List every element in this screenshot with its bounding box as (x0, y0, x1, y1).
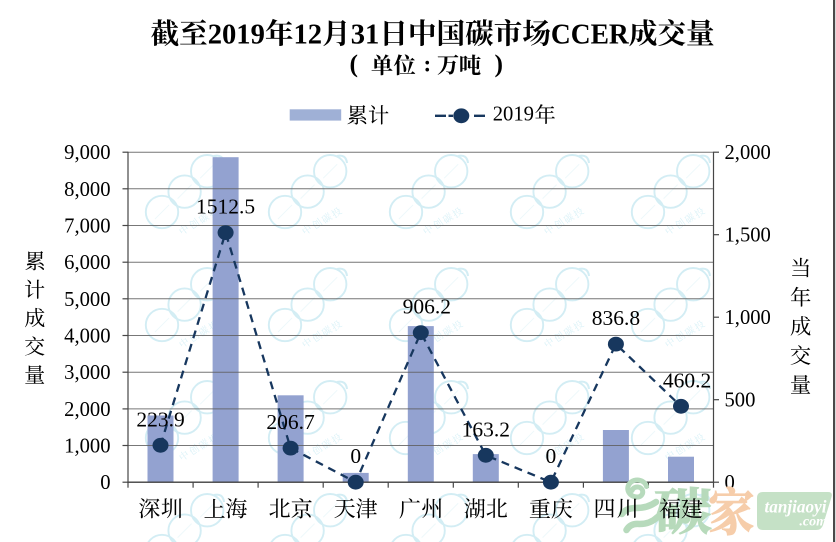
svg-text:(: ( (350, 49, 359, 78)
svg-text:4,000: 4,000 (64, 326, 110, 348)
svg-text:1,000: 1,000 (64, 436, 110, 458)
svg-text:2,000: 2,000 (725, 142, 771, 164)
svg-text:836.8: 836.8 (592, 306, 640, 330)
svg-text:0: 0 (350, 444, 361, 468)
svg-text:8,000: 8,000 (64, 179, 110, 201)
svg-text:.com: .com (799, 515, 827, 530)
svg-text:2,000: 2,000 (64, 399, 110, 421)
svg-text:9,000: 9,000 (64, 142, 110, 164)
svg-text:163.2: 163.2 (462, 417, 510, 441)
svg-text:7,000: 7,000 (64, 216, 110, 238)
svg-text:0: 0 (100, 472, 110, 494)
svg-text:1512.5: 1512.5 (196, 195, 255, 219)
svg-text:206.7: 206.7 (266, 410, 315, 434)
svg-text:2019: 2019 (493, 101, 534, 125)
svg-text:1,000: 1,000 (725, 307, 771, 329)
svg-text:906.2: 906.2 (403, 295, 451, 319)
svg-text:460.2: 460.2 (663, 368, 711, 392)
svg-text:500: 500 (725, 390, 756, 412)
svg-text:2019: 2019 (208, 20, 265, 51)
svg-text:5,000: 5,000 (64, 289, 110, 311)
svg-text:1,500: 1,500 (725, 225, 771, 247)
svg-text:): ) (495, 49, 504, 78)
svg-text:6,000: 6,000 (64, 252, 110, 274)
svg-text:12: 12 (294, 20, 323, 51)
svg-text:tanjiaoyi: tanjiaoyi (765, 497, 827, 517)
svg-text:31: 31 (351, 20, 380, 51)
svg-text:CCER: CCER (551, 20, 629, 51)
svg-text::: : (424, 52, 432, 77)
svg-text:223.9: 223.9 (136, 407, 184, 431)
svg-text:0: 0 (725, 472, 735, 494)
svg-text:3,000: 3,000 (64, 362, 110, 384)
svg-text:0: 0 (546, 444, 557, 468)
